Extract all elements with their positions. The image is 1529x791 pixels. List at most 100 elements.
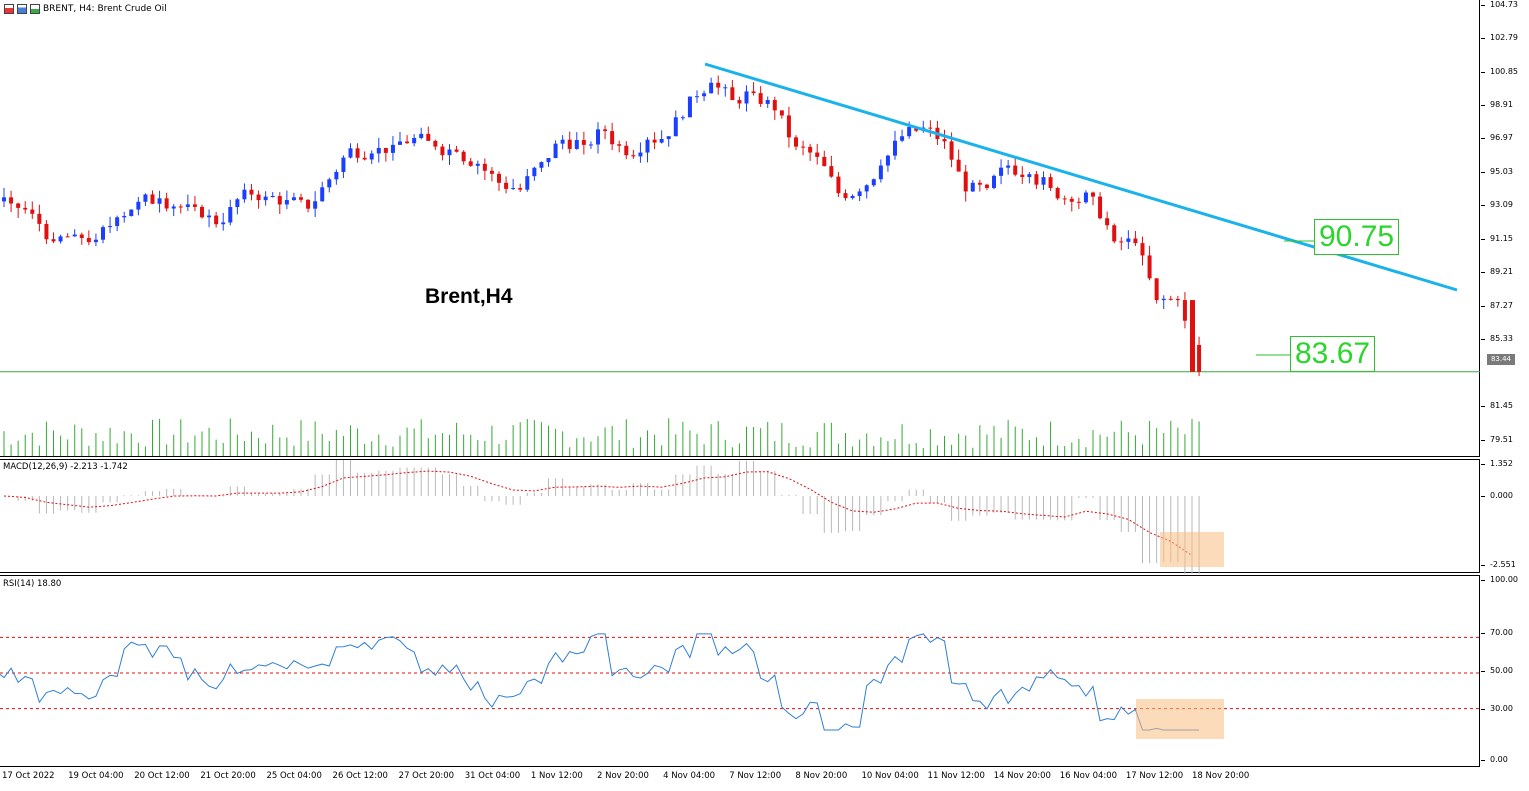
candle-body — [984, 184, 989, 188]
rsi-scale-tick: 100.00 — [1481, 575, 1518, 584]
price-scale-tick: 81.45 — [1481, 401, 1513, 411]
candle-body — [977, 182, 982, 185]
candle-body — [864, 185, 869, 192]
candle-body — [327, 179, 332, 188]
candle-body — [1020, 174, 1025, 177]
macd-scale-tick: -2.551 — [1481, 560, 1516, 569]
candle-body — [1069, 198, 1074, 202]
price-scale-tick: 89.21 — [1481, 267, 1513, 277]
candle-body — [263, 196, 268, 201]
macd-scale-tick: 0.000 — [1481, 491, 1513, 500]
candle-body — [341, 157, 346, 172]
price-scale-tick: 104.73 — [1481, 0, 1518, 9]
candle-body — [702, 93, 707, 97]
candle-body — [157, 198, 162, 204]
time-axis-label: 17 Nov 12:00 — [1125, 771, 1184, 781]
candle-body — [200, 206, 204, 218]
candle-body — [355, 148, 360, 158]
time-axis[interactable]: 17 Oct 2022 19 Oct 04:00 20 Oct 12:00 21 Oc… — [0, 767, 1480, 791]
candle-body — [1062, 198, 1067, 200]
candle-body — [1034, 174, 1039, 185]
price-pane[interactable] — [0, 0, 1480, 457]
candle-body — [878, 165, 883, 180]
candle-body — [638, 152, 643, 157]
time-axis-label: 7 Nov 12:00 — [729, 771, 782, 781]
candle-body — [723, 87, 728, 89]
price-scale-tick: 100.85 — [1481, 66, 1518, 76]
bars-icon[interactable] — [17, 4, 27, 14]
candle-body — [419, 133, 424, 138]
candle-body — [850, 195, 855, 199]
price-scale-tick: 95.03 — [1481, 166, 1513, 176]
window-icon[interactable] — [30, 4, 40, 14]
macd-pane[interactable] — [0, 459, 1480, 574]
candle-body — [192, 204, 197, 207]
candle-body — [369, 153, 374, 160]
price-scale[interactable]: 104.73 102.79 100.85 98.91 96.97 95.03 93.09 91… — [1480, 0, 1529, 457]
candle-body — [58, 236, 63, 242]
candle-body — [405, 141, 410, 144]
candle-body — [228, 207, 233, 223]
current-price-tag: 83.44 — [1487, 354, 1515, 365]
rsi-scale[interactable]: 100.00 70.00 50.00 30.00 0.00 — [1480, 575, 1529, 767]
candle-body — [256, 194, 261, 201]
candle-body — [596, 129, 600, 145]
price-scale-tick: 98.91 — [1481, 100, 1513, 110]
candle-body — [504, 182, 509, 189]
macd-scale[interactable]: 1.352 0.000 -2.551 — [1480, 459, 1529, 573]
candle-body — [546, 157, 551, 163]
candle-body — [1083, 192, 1088, 203]
rsi-highlight-box — [1136, 699, 1224, 739]
candle-body — [885, 155, 890, 166]
candle-body — [659, 138, 664, 143]
candle-body — [1119, 241, 1124, 243]
rsi-pane[interactable] — [0, 575, 1480, 767]
candle-body — [383, 147, 388, 153]
candle-body — [1091, 192, 1095, 197]
price-chart-svg[interactable] — [0, 0, 1480, 457]
chart-icon[interactable] — [4, 4, 14, 14]
candle-body — [284, 200, 289, 205]
candle-body — [744, 91, 749, 104]
candle-body — [65, 236, 70, 238]
time-axis-label: 25 Oct 04:00 — [266, 771, 322, 781]
candle-body — [645, 139, 650, 153]
current-price-label[interactable]: 83.67 — [1290, 336, 1376, 372]
candle-body — [426, 133, 431, 141]
candle-body — [1076, 201, 1081, 203]
candle-body — [794, 137, 798, 147]
candle-body — [610, 131, 615, 145]
candle-body — [730, 87, 735, 101]
time-axis-label: 27 Oct 20:00 — [398, 771, 455, 781]
candle-body — [716, 82, 721, 88]
candle-body — [249, 189, 254, 195]
candle-body — [37, 213, 42, 224]
candle-body — [1168, 298, 1173, 300]
candle-body — [900, 136, 905, 141]
candle-body — [447, 149, 452, 156]
candle-body — [829, 166, 834, 177]
time-axis-label: 19 Oct 04:00 — [68, 771, 124, 781]
candle-body — [390, 144, 395, 153]
candle-body — [475, 163, 480, 166]
macd-label: MACD(12,26,9) -2.213 -1.742 — [3, 462, 128, 472]
time-axis-label: 26 Oct 12:00 — [332, 771, 388, 781]
candle-body — [270, 196, 275, 198]
candle-body — [695, 96, 699, 98]
candle-body — [511, 188, 516, 190]
rsi-chart-svg[interactable] — [0, 576, 1480, 768]
candle-body — [907, 127, 912, 137]
time-axis-label: 11 Nov 12:00 — [927, 771, 985, 781]
candle-body — [709, 82, 714, 94]
resistance-price-label[interactable]: 90.75 — [1314, 219, 1400, 255]
candle-body — [214, 215, 219, 225]
macd-chart-svg[interactable] — [0, 460, 1480, 574]
candle-body — [171, 206, 176, 209]
candle-body — [164, 198, 169, 209]
candle-body — [440, 146, 445, 156]
candle-body — [652, 139, 657, 143]
candle-body — [624, 145, 629, 156]
candle-body — [758, 93, 763, 104]
candle-body — [963, 171, 968, 192]
candle-body — [86, 237, 91, 243]
